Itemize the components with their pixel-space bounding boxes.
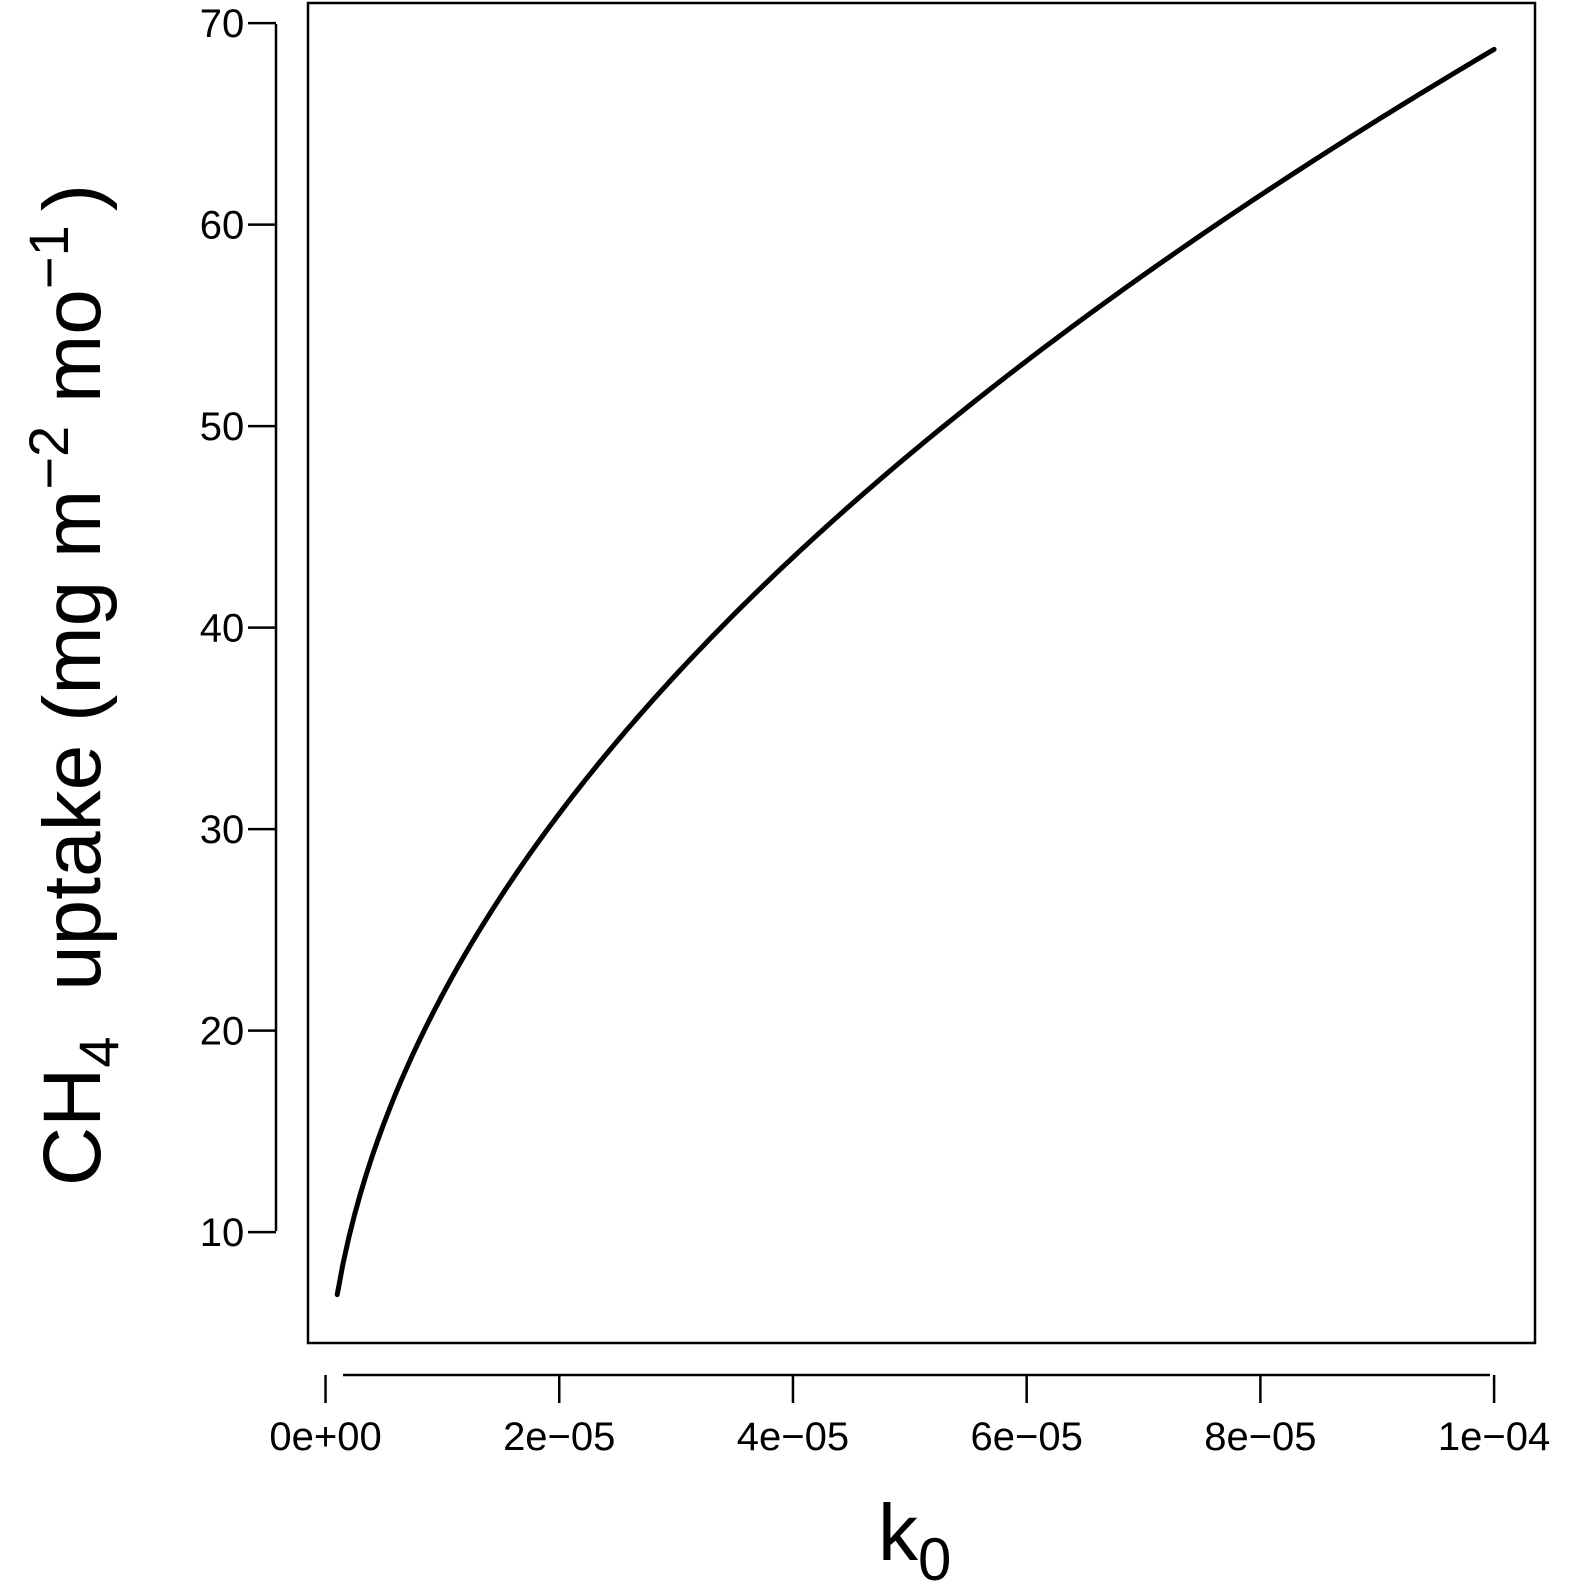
- y-tick-label: 20: [200, 1010, 245, 1054]
- x-axis-title-subscript: 0: [918, 1526, 951, 1593]
- y-tick-label: 70: [200, 2, 245, 46]
- y-axis-title-middle-2: mo: [27, 289, 118, 426]
- plot-frame: [306, 1, 1537, 1345]
- y-tick-label: 60: [200, 204, 245, 248]
- y-tick-label: 50: [200, 405, 245, 449]
- x-axis-title-base: k: [878, 1488, 919, 1577]
- y-axis-title-subscript: 4: [67, 1037, 130, 1068]
- x-tick-label: 6e−05: [970, 1415, 1082, 1459]
- x-tick-label: 0e+00: [269, 1415, 381, 1459]
- y-tick-label: 10: [200, 1211, 245, 1255]
- y-axis-ticks: 10 20 30 40 50 60 70: [200, 2, 276, 1255]
- series-line: [334, 46, 1497, 1298]
- x-tick-label: 4e−05: [737, 1415, 849, 1459]
- y-axis-title: CH4 uptake (mg m−2 mo−1): [17, 184, 130, 1186]
- x-axis-title: k0: [878, 1488, 951, 1593]
- y-axis-title-suffix: ): [27, 184, 118, 211]
- y-axis-title-middle-1: uptake (mg m: [27, 490, 118, 1037]
- y-axis-title-prefix: CH: [27, 1068, 118, 1186]
- x-tick-label: 1e−04: [1438, 1415, 1550, 1459]
- y-tick-label: 40: [200, 607, 245, 651]
- x-tick-label: 2e−05: [503, 1415, 615, 1459]
- y-tick-label: 30: [200, 808, 245, 852]
- y-axis-title-superscript-1: −2: [17, 426, 80, 490]
- x-tick-label: 8e−05: [1204, 1415, 1316, 1459]
- y-axis-title-superscript-2: −1: [17, 225, 80, 289]
- x-axis-ticks: 0e+00 2e−05 4e−05 6e−05 8e−05 1e−04: [269, 1375, 1550, 1459]
